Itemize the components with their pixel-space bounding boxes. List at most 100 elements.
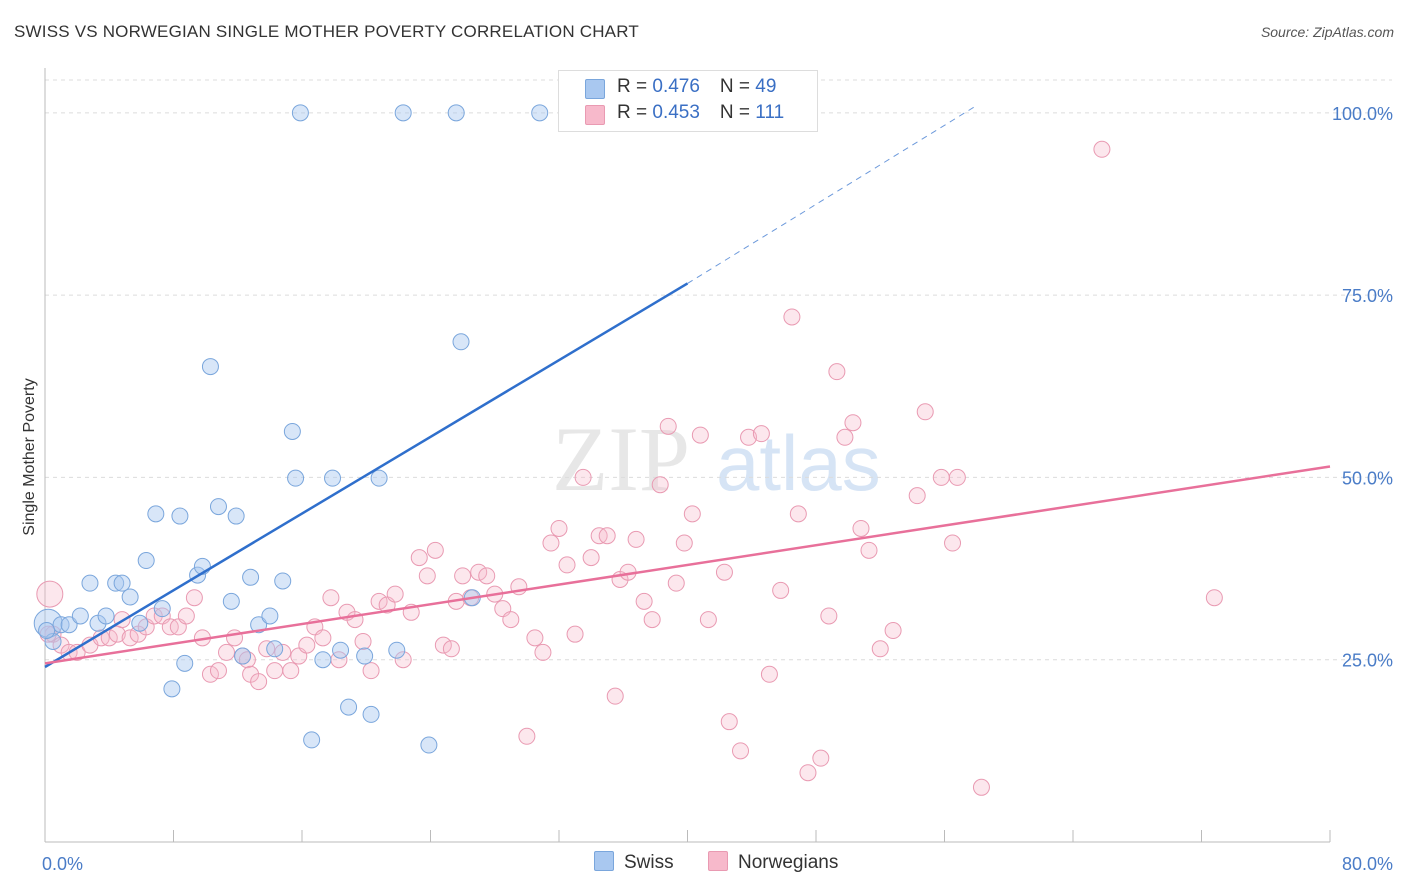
swiss-point: [153, 600, 171, 618]
norwegians-point: [659, 417, 677, 435]
y-axis-label: Single Mother Poverty: [21, 378, 38, 535]
norwegians-point: [454, 567, 472, 585]
swiss-point: [356, 647, 374, 665]
norwegians-point: [844, 414, 862, 432]
swiss-point: [531, 104, 549, 122]
norwegians-point: [177, 607, 195, 625]
source-label: Source: ZipAtlas.com: [1260, 24, 1394, 40]
norwegians-point: [972, 778, 990, 796]
swiss-point: [314, 651, 332, 669]
legend-n-label: N =: [719, 102, 756, 123]
swiss-point: [234, 647, 252, 665]
legend-r-label: R =: [617, 76, 653, 97]
legend-n-value-norwegians: 111: [755, 102, 785, 123]
norwegians-point: [598, 527, 616, 545]
swiss-point: [394, 104, 412, 122]
swiss-point: [113, 574, 131, 592]
bottom-legend-label-swiss: Swiss: [624, 852, 674, 873]
norwegians-point: [799, 764, 817, 782]
swiss-point: [137, 552, 155, 570]
y-tick-label: 25.0%: [1342, 651, 1393, 671]
swiss-point: [266, 640, 284, 658]
swiss-point: [107, 574, 125, 592]
norwegians-point: [852, 519, 870, 537]
swiss-point: [176, 654, 194, 672]
norwegians-point: [908, 487, 926, 505]
norwegians-point: [675, 534, 693, 552]
norwegians-point: [298, 636, 316, 654]
norwegians-point: [683, 505, 701, 523]
norwegians-point: [362, 662, 380, 680]
swiss-point: [447, 104, 465, 122]
norwegians-point: [772, 581, 790, 599]
norwegians-point: [322, 589, 340, 607]
norwegians-point: [860, 541, 878, 559]
swiss-point: [370, 469, 388, 487]
norwegians-point: [783, 308, 801, 326]
norwegians-point: [635, 592, 653, 610]
swiss-trend-line: [44, 282, 689, 669]
legend-swatch-norwegians: [585, 105, 605, 125]
swiss-point: [388, 641, 406, 659]
norwegians-point: [209, 662, 227, 680]
swiss-trend-extension: [687, 105, 977, 284]
norwegians-point: [789, 505, 807, 523]
norwegians-point: [812, 749, 830, 767]
norwegians-point: [370, 592, 388, 610]
swiss-point: [452, 333, 470, 351]
bottom-legend-norwegians: Norwegians: [708, 851, 838, 874]
swiss-point: [163, 680, 181, 698]
swiss-point: [227, 507, 245, 525]
norwegians-point: [274, 643, 292, 661]
norwegians-point: [218, 643, 236, 661]
norwegians-point: [201, 665, 219, 683]
swiss-point: [60, 616, 78, 634]
norwegians-point: [426, 541, 444, 559]
legend: R = 0.476 N = 49 R = 0.453 N = 111: [558, 70, 818, 132]
swiss-points: [33, 104, 549, 754]
norwegians-point: [820, 607, 838, 625]
bottom-legend-swatch-swiss: [594, 851, 614, 871]
bottom-legend-label-norwegians: Norwegians: [738, 852, 839, 873]
norwegians-point: [715, 563, 733, 581]
norwegians-point: [502, 611, 520, 629]
norwegians-trend-line: [44, 465, 1331, 665]
norwegians-point: [121, 629, 139, 647]
swiss-point: [261, 607, 279, 625]
norwegians-point: [667, 574, 685, 592]
swiss-point: [242, 568, 260, 586]
swiss-point: [38, 622, 56, 640]
norwegians-point: [534, 643, 552, 661]
norwegians-point: [386, 585, 404, 603]
norwegians-point: [606, 687, 624, 705]
swiss-point: [201, 358, 219, 376]
swiss-point: [131, 614, 149, 632]
norwegians-point: [944, 534, 962, 552]
norwegians-point: [282, 662, 300, 680]
norwegians-point: [732, 742, 750, 760]
norwegians-point: [410, 549, 428, 567]
chart-title: SWISS VS NORWEGIAN SINGLE MOTHER POVERTY…: [14, 22, 639, 41]
swiss-point: [287, 469, 305, 487]
norwegians-point: [871, 640, 889, 658]
legend-n-label: N =: [719, 76, 756, 97]
swiss-point: [171, 507, 189, 525]
norwegians-point: [740, 428, 758, 446]
norwegians-point: [1205, 589, 1223, 607]
swiss-point: [121, 588, 139, 606]
norwegians-point: [542, 534, 560, 552]
bottom-legend-swatch-norwegians: [708, 851, 728, 871]
swiss-point: [420, 736, 438, 754]
norwegians-point: [558, 556, 576, 574]
norwegians-points: [36, 140, 1223, 796]
y-tick-label: 75.0%: [1342, 286, 1393, 306]
norwegians-point: [314, 629, 332, 647]
norwegians-point: [434, 636, 452, 654]
norwegians-point: [36, 580, 64, 608]
y-tick-label: 50.0%: [1342, 468, 1393, 488]
norwegians-point: [250, 673, 268, 691]
swiss-point: [209, 498, 227, 516]
swiss-point: [44, 632, 62, 650]
norwegians-point: [266, 662, 284, 680]
